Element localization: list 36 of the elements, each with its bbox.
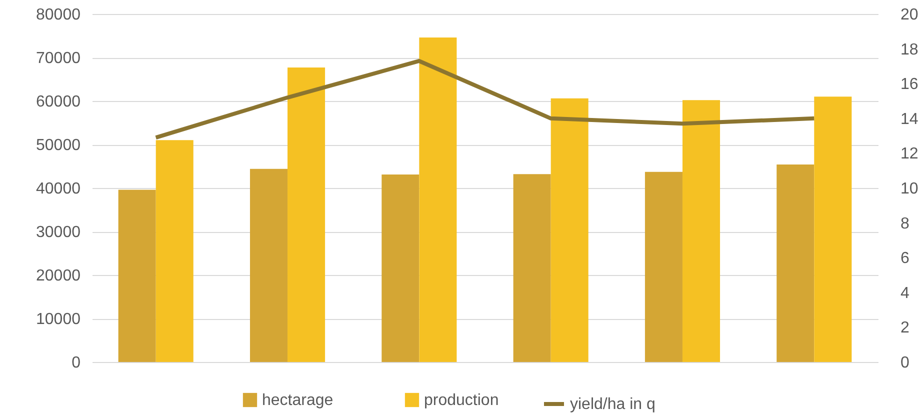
legend-label: yield/ha in q (570, 396, 656, 413)
y2-tick-label: 8 (900, 215, 910, 232)
y-tick-label: 10000 (36, 311, 81, 328)
y2-tick-label: 20 (900, 6, 918, 24)
bar (118, 190, 156, 362)
bar (550, 98, 588, 362)
y2-tick-label: 16 (900, 76, 918, 94)
y-tick-label: 60000 (36, 94, 81, 110)
y-tick-label: 80000 (36, 6, 81, 24)
bar (419, 37, 457, 362)
y2-tick-label: 4 (900, 284, 910, 302)
y-tick-label: 70000 (36, 50, 81, 67)
bar (513, 174, 551, 362)
bar (382, 174, 420, 362)
bar (814, 96, 852, 362)
bar (644, 172, 682, 362)
y2-tick-label: 2 (900, 320, 910, 337)
bar (156, 140, 194, 362)
y-tick-label: 0 (72, 354, 81, 372)
y2-tick-label: 12 (900, 146, 918, 163)
y2-tick-label: 18 (900, 41, 918, 58)
y2-tick-label: 0 (900, 354, 910, 372)
legend-label: hectarage (262, 392, 334, 409)
bar (250, 168, 288, 362)
bar (682, 100, 720, 362)
y-tick-label: 40000 (36, 180, 81, 198)
line-series (154, 58, 816, 140)
bar (776, 164, 814, 362)
y-tick-label: 50000 (36, 137, 81, 154)
legend-label: production (424, 392, 499, 409)
y2-tick-label: 6 (900, 250, 910, 268)
bar (288, 68, 326, 362)
y-tick-label: 20000 (36, 268, 81, 284)
y2-tick-label: 14 (900, 110, 918, 128)
y2-tick-label: 10 (900, 180, 918, 198)
y-tick-label: 30000 (36, 224, 81, 241)
